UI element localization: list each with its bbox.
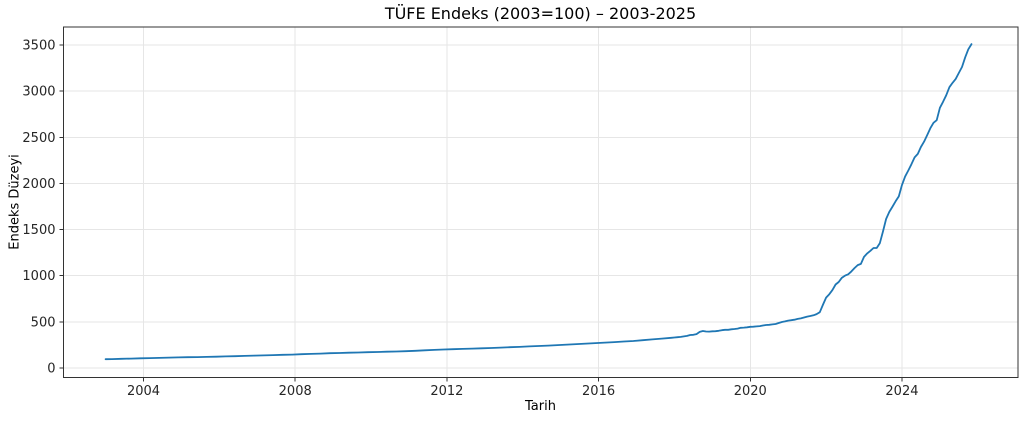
- y-tick-label: 3500: [22, 38, 55, 53]
- y-tick-label: 2500: [22, 131, 55, 146]
- y-tick-label: 0: [47, 361, 55, 376]
- chart-title: TÜFE Endeks (2003=100) – 2003-2025: [384, 4, 697, 23]
- x-tick-label: 2004: [127, 384, 160, 399]
- y-tick-label: 1500: [22, 223, 55, 238]
- x-axis-label: Tarih: [525, 399, 556, 414]
- grid: [63, 27, 1018, 378]
- x-tick-label: 2012: [430, 384, 463, 399]
- y-tick-label: 1000: [22, 269, 55, 284]
- y-tick-label: 2000: [22, 177, 55, 192]
- plot-border: [63, 26, 1019, 378]
- x-tick-label: 2008: [279, 384, 312, 399]
- x-tick-label: 2020: [734, 384, 767, 399]
- y-axis-label: Endeks Düzeyi: [7, 154, 23, 250]
- tick-labels: 2004 2008 2012 2016 2020 2024 0 500 1000 1500 2000…: [22, 38, 918, 399]
- tufe-series-line: [104, 43, 973, 361]
- x-tick-label: 2024: [885, 384, 918, 399]
- y-tick-label: 3000: [22, 85, 55, 100]
- y-tick-label: 500: [31, 315, 56, 330]
- x-tick-label: 2016: [582, 384, 615, 399]
- tick-marks: [59, 44, 903, 382]
